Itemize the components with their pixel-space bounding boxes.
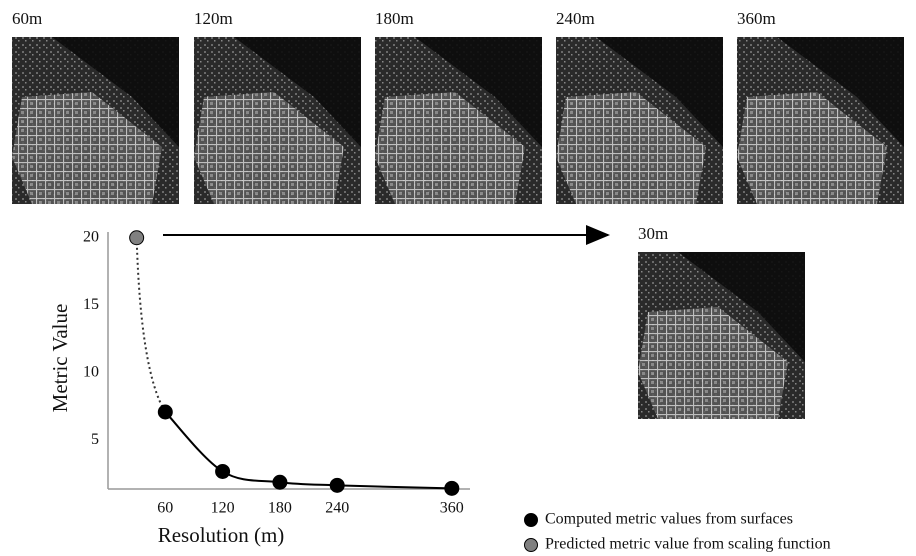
image-urban-region [556,92,706,204]
thumbnail [556,37,723,204]
y-tick-label: 20 [83,228,99,245]
image-label: 60m [12,9,42,28]
image-dark-region [234,37,361,147]
thumbnail [375,37,542,204]
image-urban-region [737,92,887,204]
x-tick-label: 360 [440,500,464,517]
legend-label: Computed metric values from surfaces [545,511,793,528]
x-axis-title: Resolution (m) [158,523,285,547]
image-label: 30m [638,224,668,243]
data-point [129,230,145,246]
image-label: 180m [375,9,414,28]
y-tick-label: 5 [91,431,99,448]
thumbnail [638,252,805,419]
y-axis-title: Metric Value [48,304,72,413]
thumbnail [737,37,904,204]
legend-label: Predicted metric value from scaling func… [545,536,831,553]
x-tick-label: 180 [268,500,292,517]
image-dark-region [596,37,723,147]
fit-curve [164,411,452,490]
image-label: 360m [737,9,776,28]
legend-marker [524,538,538,552]
x-tick-label: 120 [211,500,235,517]
thumbnail [194,37,361,204]
image-urban-region [12,92,162,204]
data-point [215,463,231,479]
data-point [444,480,460,496]
data-point [272,474,288,490]
thumbnail [12,37,179,204]
image-label: 240m [556,9,595,28]
image-urban-region [194,92,344,204]
image-dark-region [52,37,179,147]
y-tick-label: 15 [83,296,99,313]
image-urban-region [638,307,788,419]
legend-marker [524,513,538,527]
image-dark-region [415,37,542,147]
data-point [329,477,345,493]
image-dark-region [777,37,904,147]
x-tick-label: 240 [325,500,349,517]
y-tick-label: 10 [83,364,99,381]
image-dark-region [678,252,805,362]
image-label: 120m [194,9,233,28]
x-tick-label: 60 [157,500,173,517]
data-point [157,404,173,420]
image-urban-region [375,92,525,204]
extrapolation-curve [135,237,167,413]
